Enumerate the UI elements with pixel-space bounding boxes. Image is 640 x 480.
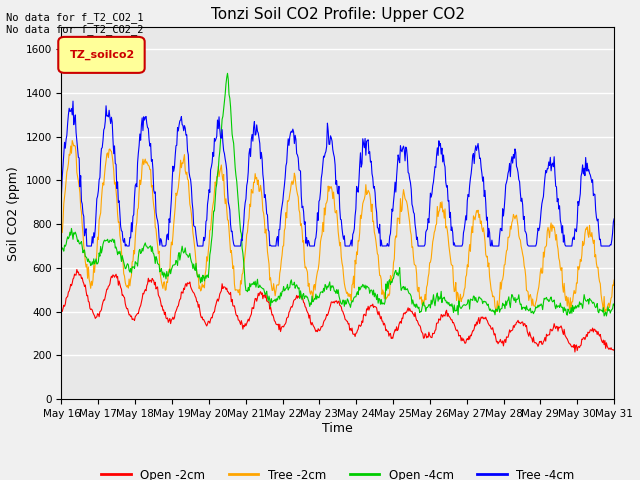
Text: TZ_soilco2: TZ_soilco2 (70, 50, 135, 60)
Title: Tonzi Soil CO2 Profile: Upper CO2: Tonzi Soil CO2 Profile: Upper CO2 (211, 7, 465, 22)
Legend: Open -2cm, Tree -2cm, Open -4cm, Tree -4cm: Open -2cm, Tree -2cm, Open -4cm, Tree -4… (97, 464, 579, 480)
Y-axis label: Soil CO2 (ppm): Soil CO2 (ppm) (7, 166, 20, 261)
Text: No data for f_T2_CO2_1
No data for f_T2_CO2_2: No data for f_T2_CO2_1 No data for f_T2_… (6, 12, 144, 36)
X-axis label: Time: Time (323, 421, 353, 435)
